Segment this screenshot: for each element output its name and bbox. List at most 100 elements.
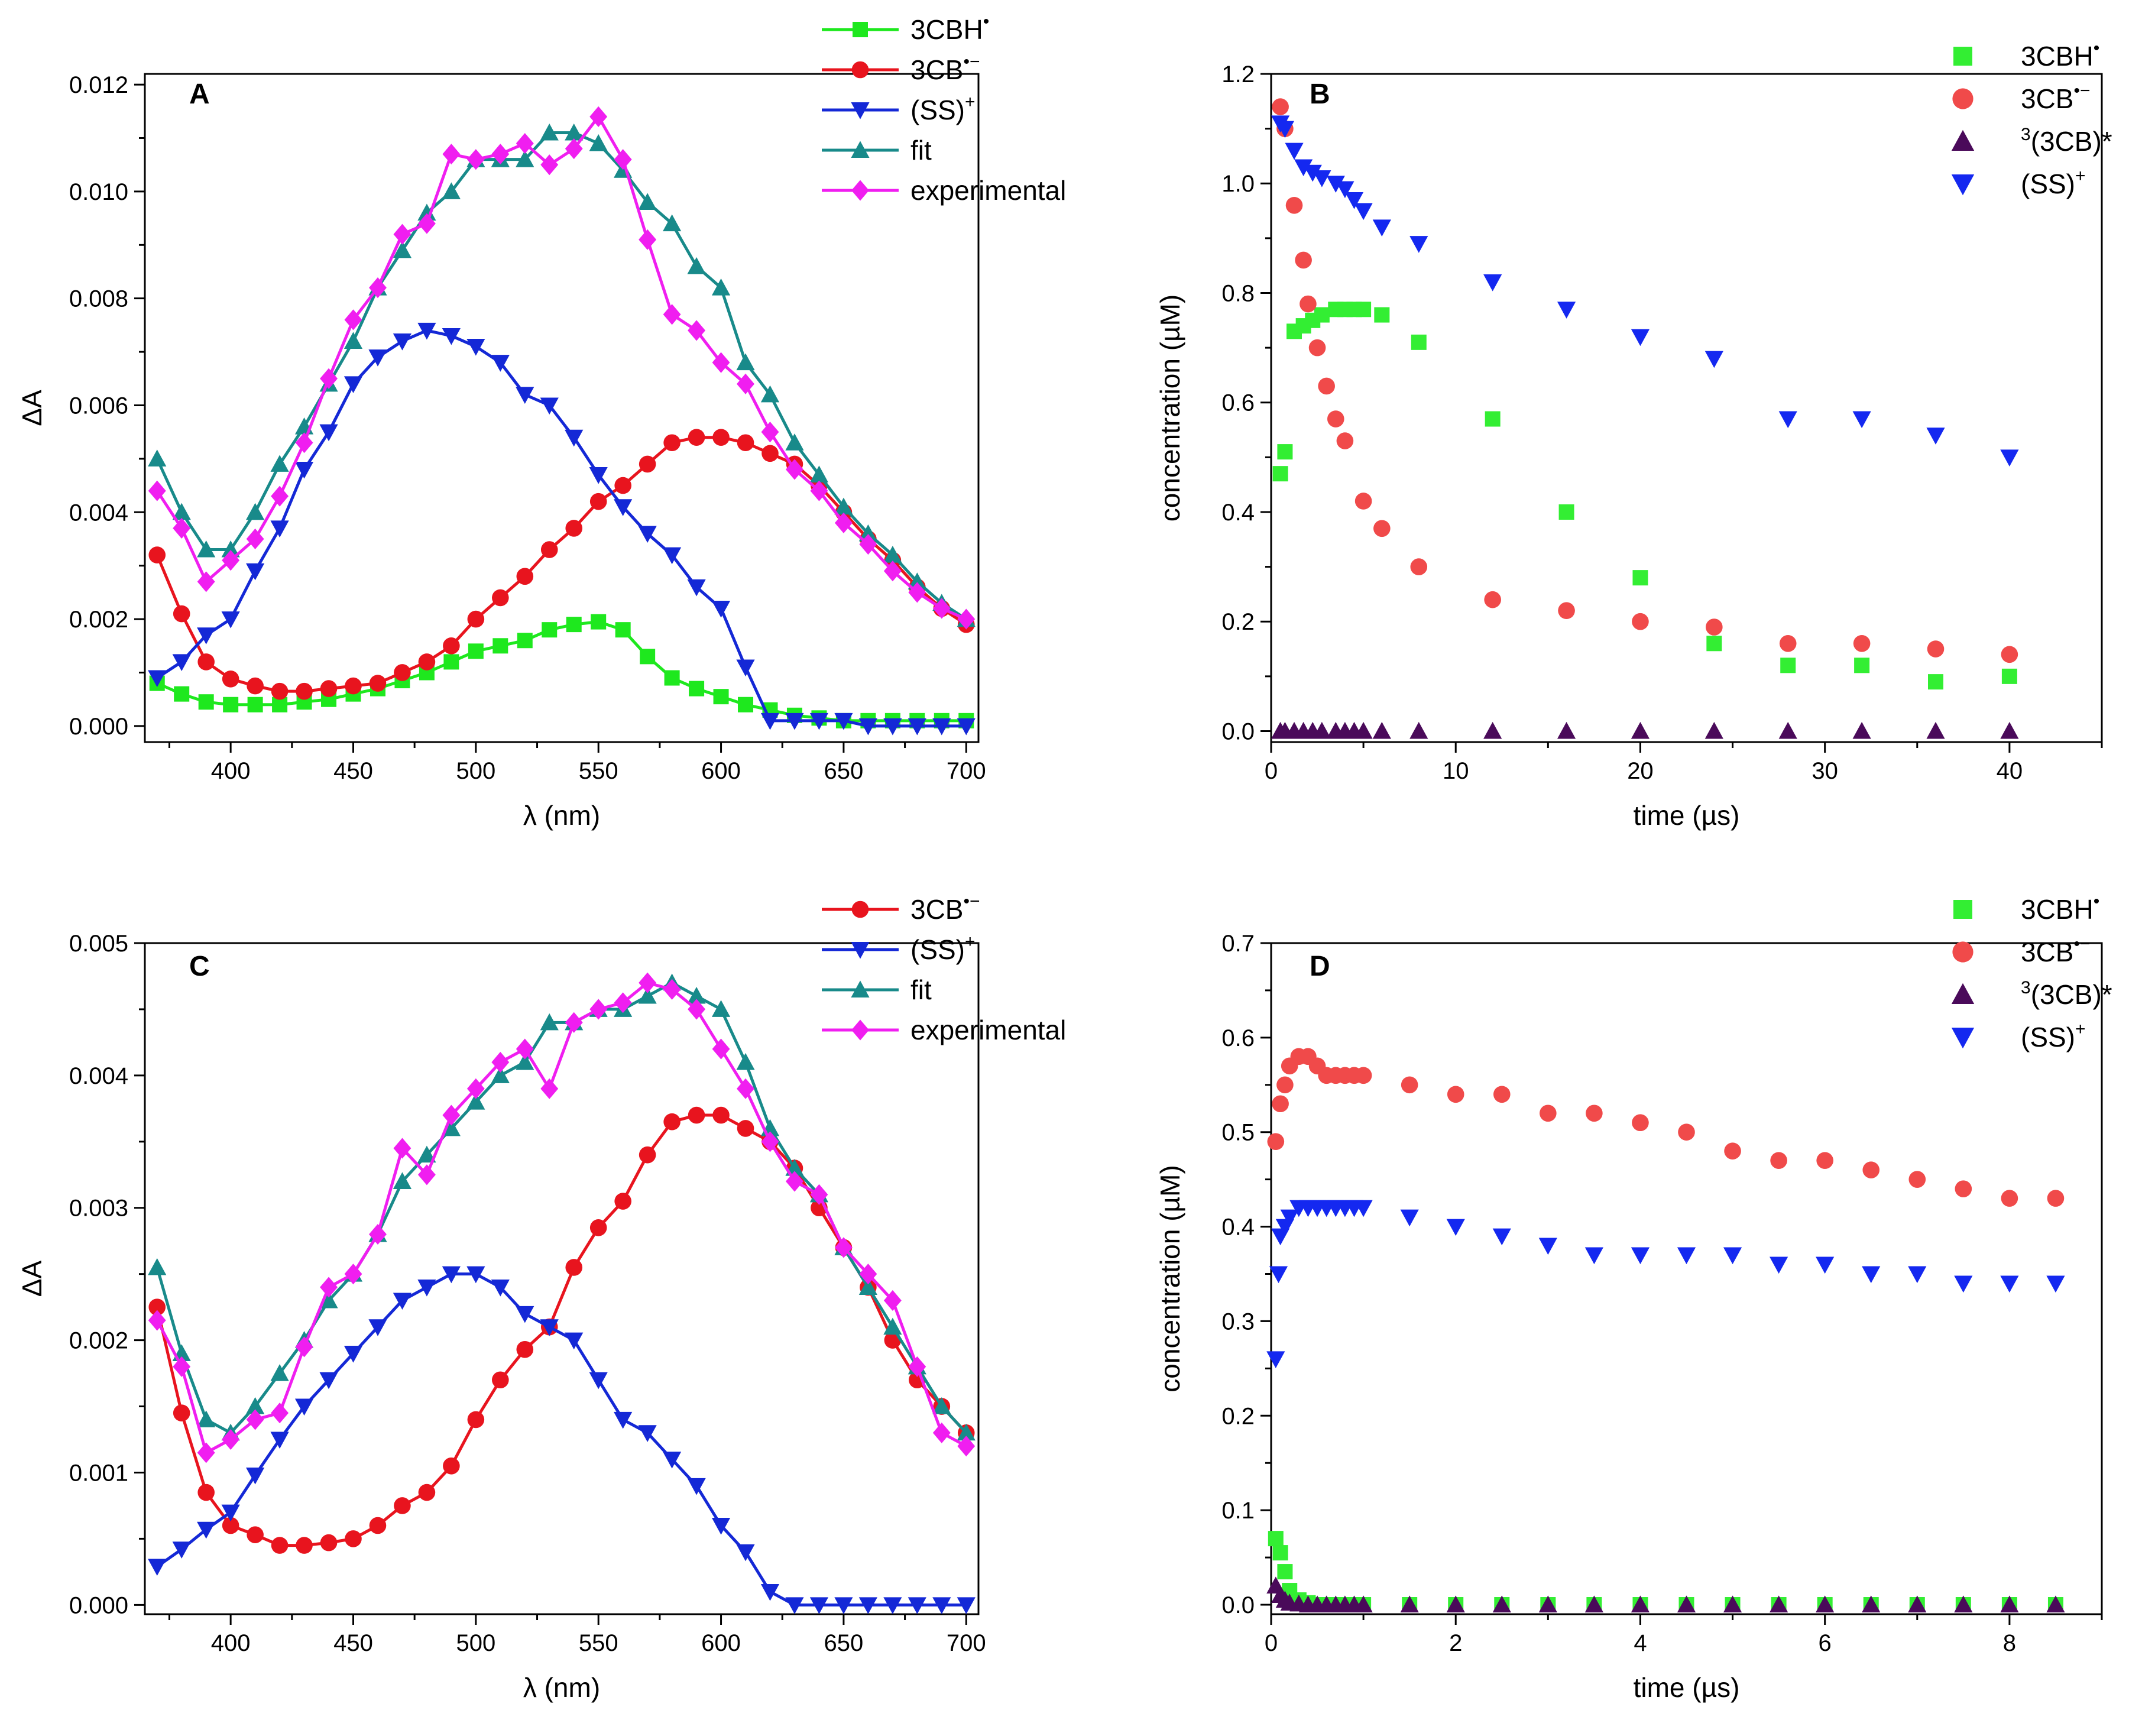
data-point: [1483, 721, 1502, 739]
data-point: [442, 1119, 461, 1136]
data-point: [173, 517, 191, 539]
data-point: [858, 718, 877, 736]
data-point: [1724, 1142, 1741, 1160]
data-point: [344, 332, 363, 349]
y-axis-title: ΔA: [17, 1260, 47, 1297]
data-point: [1485, 411, 1501, 427]
series-fit: [148, 973, 976, 1441]
data-point: [540, 1013, 559, 1031]
data-point: [1862, 1266, 1881, 1284]
data-point: [1723, 1247, 1742, 1265]
data-point: [2000, 449, 2019, 467]
data-point: [1816, 1152, 1833, 1169]
series-3cb: [148, 1106, 975, 1554]
x-tick-label: 550: [579, 758, 618, 784]
data-point: [1862, 1595, 1881, 1613]
data-point: [883, 718, 902, 736]
data-point: [932, 718, 951, 736]
data-point: [738, 697, 754, 712]
data-point: [712, 1106, 730, 1124]
data-point: [1853, 634, 1871, 652]
series-line: [156, 329, 967, 728]
data-point: [689, 681, 705, 697]
series-3cbh: [149, 614, 974, 728]
data-point: [687, 257, 706, 274]
series-ss: [148, 322, 976, 736]
y-tick-label: 0.004: [69, 1063, 128, 1089]
legend-marker: [853, 22, 868, 37]
data-point: [491, 355, 510, 372]
data-point: [393, 333, 412, 351]
data-point: [908, 1597, 926, 1614]
legend-label: fit: [910, 974, 932, 1005]
data-point: [271, 1403, 289, 1424]
data-point: [883, 1597, 902, 1614]
data-point: [663, 547, 682, 565]
data-point: [614, 149, 632, 170]
legend-label: 3CBH•: [2021, 38, 2099, 72]
data-point: [466, 1078, 485, 1099]
legend-marker: [1951, 174, 1975, 196]
legend-label: fit: [910, 135, 932, 166]
data-point: [736, 1052, 755, 1070]
data-point: [393, 241, 412, 258]
series-experimental: [148, 106, 976, 630]
data-point: [883, 561, 902, 582]
data-point: [1584, 1595, 1603, 1613]
data-point: [516, 387, 534, 404]
data-point: [270, 455, 289, 472]
y-tick-label: 0.0: [1221, 718, 1255, 744]
legend-entry: (SS)+: [1951, 166, 2086, 199]
data-point: [1447, 1086, 1464, 1103]
x-tick-label: 700: [947, 1630, 986, 1656]
data-point: [344, 309, 362, 331]
data-point: [442, 1105, 461, 1126]
legend-entry: 3(3CB)*: [1951, 125, 2112, 157]
y-axis-title: concentration (µM): [1155, 294, 1185, 522]
legend-marker: [851, 942, 870, 959]
data-point: [443, 637, 460, 655]
data-point: [369, 277, 387, 299]
data-point: [736, 1544, 755, 1562]
series-line: [155, 981, 968, 1434]
data-point: [418, 1484, 436, 1501]
data-point: [1294, 159, 1313, 177]
data-point: [1373, 520, 1391, 537]
data-point: [1862, 1161, 1880, 1178]
legend-entry: 3CBH•: [1953, 892, 2099, 925]
data-point: [1770, 1595, 1788, 1613]
data-point: [932, 1397, 951, 1414]
data-point: [1770, 1256, 1788, 1274]
data-point: [148, 1559, 167, 1576]
data-point: [393, 1172, 412, 1189]
data-point: [883, 1290, 902, 1311]
x-tick-label: 20: [1627, 758, 1654, 784]
data-point: [466, 1093, 485, 1110]
plot-frame: [144, 942, 980, 1615]
data-point: [736, 659, 755, 677]
data-point: [809, 465, 829, 482]
data-point: [957, 718, 976, 736]
legend-label: 3CB•−: [2021, 934, 2091, 967]
data-point: [712, 352, 730, 373]
data-point: [148, 670, 167, 688]
panel-letter: A: [189, 79, 210, 110]
data-point: [858, 1597, 877, 1614]
series-line: [155, 436, 967, 693]
data-point: [2000, 721, 2019, 739]
legend-marker: [1952, 88, 1974, 109]
data-point: [736, 353, 755, 371]
data-point: [1778, 721, 1797, 739]
x-tick-label: 450: [333, 1630, 373, 1656]
legend-entry: fit: [822, 974, 932, 1005]
data-point: [492, 589, 509, 607]
data-point: [246, 1397, 265, 1414]
data-point: [197, 1442, 215, 1463]
data-point: [687, 986, 706, 1004]
data-point: [417, 1164, 436, 1186]
data-point: [663, 304, 681, 325]
data-point: [1770, 1152, 1787, 1169]
data-point: [663, 434, 680, 452]
legend-entry: 3CBH•: [822, 12, 989, 45]
x-tick-label: 500: [456, 758, 495, 784]
